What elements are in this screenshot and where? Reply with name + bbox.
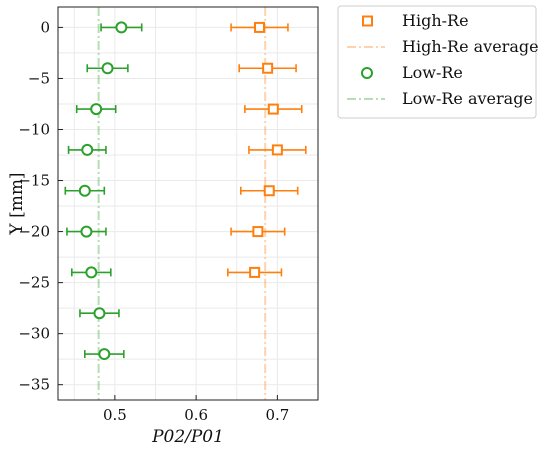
y-tick-label: −20 [18, 223, 50, 241]
y-tick-label: −15 [18, 172, 50, 190]
series-low-re [64, 21, 143, 361]
y-tick-label: −5 [28, 69, 50, 87]
y-axis-label: Y [mm] [7, 172, 27, 235]
data-point-circle [90, 103, 103, 116]
grid [58, 7, 319, 400]
x-tick-label: 0.7 [265, 406, 289, 424]
data-point-circle [81, 143, 94, 156]
legend-label: High-Re average [402, 37, 539, 56]
legend-label: Low-Re average [402, 89, 533, 108]
legend-marker-circle [361, 67, 373, 79]
axis-ticks: 0.5 0.6 0.7 0 −5 −10 −15 −20 −25 −30 −35 [18, 18, 289, 424]
y-tick-label: 0 [40, 18, 50, 36]
data-point-circle [101, 62, 114, 75]
data-point-circle [115, 21, 128, 34]
data-series [64, 21, 307, 361]
legend-marker-square [362, 15, 373, 27]
y-tick-label: −10 [18, 120, 50, 138]
series-high-re [227, 21, 307, 278]
legend-label: High-Re [402, 11, 469, 30]
data-point-circle [98, 348, 111, 361]
data-point-square [252, 226, 264, 238]
data-point-circle [78, 184, 91, 197]
data-point-square [267, 103, 279, 115]
legend-label: Low-Re [402, 63, 463, 82]
plot-area-frame [57, 6, 319, 401]
legend-frame [337, 5, 537, 119]
data-point-circle [93, 307, 106, 320]
data-point-square [254, 21, 265, 33]
data-point-square [262, 62, 274, 74]
data-point-circle [85, 266, 98, 279]
x-tick-label: 0.5 [103, 406, 127, 424]
y-tick-label: −30 [18, 325, 50, 343]
y-tick-label: −25 [18, 274, 50, 292]
data-point-square [249, 266, 261, 278]
data-point-square [271, 144, 283, 156]
x-axis-label: P02/P01 [151, 427, 224, 447]
x-tick-label: 0.6 [184, 406, 208, 424]
data-point-circle [80, 225, 93, 238]
average-lines [97, 7, 267, 400]
data-point-square [263, 185, 275, 197]
y-tick-label: −35 [18, 376, 50, 394]
legend: High-Re High-Re average Low-Re Low-Re avera… [337, 5, 539, 119]
